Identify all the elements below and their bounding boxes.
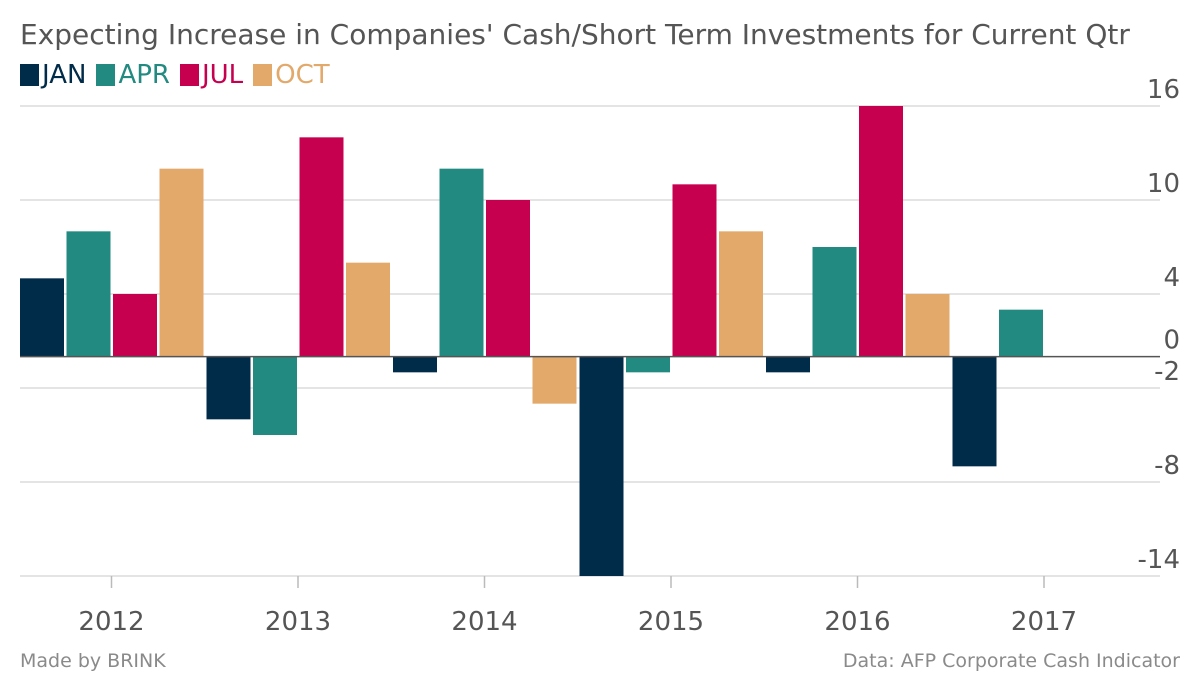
legend-item-jul: JUL (179, 60, 244, 90)
bar-apr-2014 (439, 168, 484, 357)
bar-jan-2012 (20, 278, 64, 357)
x-tick-label: 2013 (265, 607, 331, 637)
x-tick-label: 2017 (1011, 607, 1077, 637)
x-tick-label: 2012 (78, 607, 144, 637)
x-tick-label: 2014 (451, 607, 517, 637)
source-note: Made by BRINK (20, 650, 166, 672)
bar-jan-2016 (766, 356, 810, 373)
legend-swatch (253, 64, 273, 86)
bar-oct-2013 (346, 262, 390, 357)
chart-legend: JAN APR JUL OCT (20, 60, 330, 90)
data-source-note: Data: AFP Corporate Cash Indicator (842, 650, 1180, 672)
y-tick-label: 10 (1147, 169, 1180, 199)
legend-item-oct: OCT (253, 60, 330, 90)
y-tick-label: 4 (1163, 263, 1180, 293)
y-tick-label: -14 (1138, 545, 1180, 575)
bar-apr-2017 (999, 309, 1043, 357)
bar-apr-2013 (253, 356, 297, 435)
legend-label: OCT (275, 60, 330, 90)
bar-jan-2013 (206, 356, 251, 420)
bar-oct-2015 (719, 231, 763, 357)
legend-label: APR (118, 60, 170, 90)
bar-jul-2012 (113, 294, 157, 357)
x-tick-label: 2015 (638, 607, 704, 637)
chart-title: Expecting Increase in Companies' Cash/Sh… (20, 18, 1130, 51)
bar-jan-2017 (952, 356, 997, 467)
bar-oct-2012 (159, 168, 204, 357)
y-tick-label: -2 (1154, 357, 1180, 387)
legend-item-apr: APR (96, 60, 170, 90)
legend-swatch (96, 64, 116, 86)
legend-item-jan: JAN (20, 60, 86, 90)
legend-swatch (20, 64, 39, 86)
bar-jan-2014 (393, 356, 437, 373)
x-tick-label: 2016 (824, 607, 890, 637)
bar-jul-2014 (486, 200, 530, 357)
bar-apr-2016 (812, 247, 857, 357)
y-tick-label: 16 (1147, 75, 1180, 105)
legend-label: JUL (201, 60, 244, 90)
bar-oct-2016 (905, 294, 950, 357)
legend-label: JAN (42, 60, 87, 90)
y-tick-label: 0 (1163, 326, 1180, 356)
bar-jan-2015 (579, 356, 624, 576)
bar-jul-2016 (859, 106, 903, 357)
bar-jul-2013 (299, 137, 344, 357)
y-tick-label: -8 (1154, 451, 1180, 481)
legend-swatch (179, 64, 199, 86)
bar-oct-2014 (532, 356, 577, 404)
bar-apr-2015 (626, 356, 670, 373)
bar-apr-2012 (66, 231, 111, 357)
bar-jul-2015 (672, 184, 717, 357)
